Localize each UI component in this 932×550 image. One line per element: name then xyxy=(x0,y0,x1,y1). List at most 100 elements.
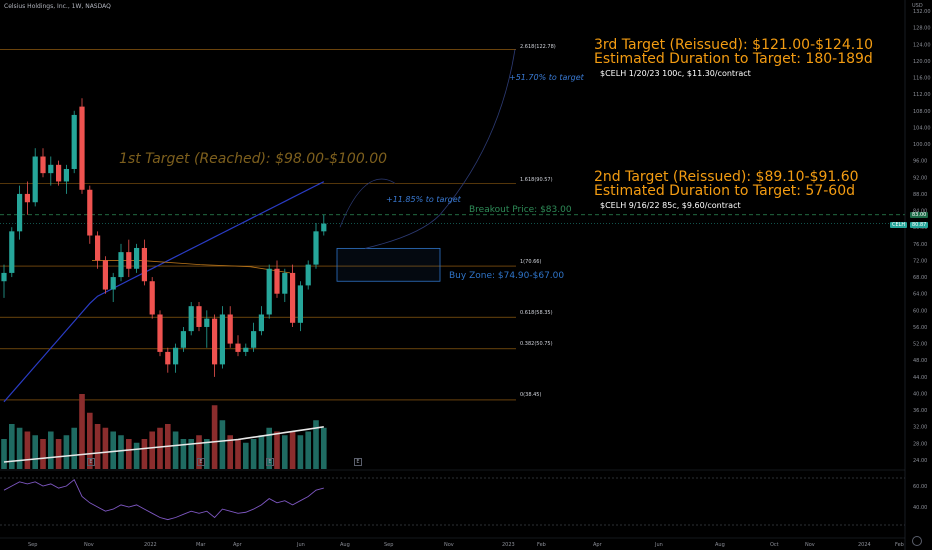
settings-gear-icon[interactable] xyxy=(912,536,922,546)
volume-bar xyxy=(188,439,194,469)
y-axis-tick: 116.00 xyxy=(913,76,931,82)
ma-blue-line xyxy=(3,181,325,403)
y-axis-tick: 108.00 xyxy=(913,109,931,115)
target2-line2: Estimated Duration to Target: 57-60d xyxy=(594,183,855,199)
candle-body xyxy=(196,306,202,327)
candle-body xyxy=(212,318,218,365)
rsi-tick: 60.00 xyxy=(913,484,927,490)
volume-bar xyxy=(157,427,163,469)
volume-bar xyxy=(219,420,226,469)
volume-bar xyxy=(48,431,54,469)
symbol-title[interactable]: Celsius Holdings, Inc., 1W, NASDAQ xyxy=(4,3,111,10)
volume-bar xyxy=(71,427,77,469)
x-axis-tick: Jun xyxy=(296,542,305,548)
symbol-tag: CELH xyxy=(890,222,908,228)
y-axis-tick: 60.00 xyxy=(913,308,927,314)
candle-body xyxy=(173,347,179,365)
candle-body xyxy=(134,247,140,269)
currency-label: USD xyxy=(912,3,923,9)
candlesticks xyxy=(1,98,327,377)
x-axis-tick: 2023 xyxy=(502,542,515,548)
volume-bar xyxy=(313,420,319,469)
candle-body xyxy=(17,193,23,232)
volume-bar xyxy=(250,439,257,469)
volume-bar xyxy=(282,435,288,469)
candle-body xyxy=(24,193,30,203)
candle-body xyxy=(48,164,54,174)
volume-bar xyxy=(55,439,62,469)
volume-bar xyxy=(204,439,210,469)
y-axis-tick: 28.00 xyxy=(913,441,927,447)
x-axis-tick: Aug xyxy=(715,542,725,548)
candle-body xyxy=(165,351,171,365)
volume-bar xyxy=(94,424,101,469)
target3-line2: Estimated Duration to Target: 180-189d xyxy=(594,51,873,67)
rsi-panel: 60.00 40.00 xyxy=(0,469,927,526)
rsi-tick: 40.00 xyxy=(913,505,927,511)
volume-bar xyxy=(133,442,140,469)
x-axis-tick: Oct xyxy=(770,542,779,548)
x-axis-tick: Feb xyxy=(895,542,904,548)
y-axis-tick: 112.00 xyxy=(913,92,931,98)
candle-body xyxy=(1,272,7,282)
volume-bar xyxy=(227,435,233,469)
candle-body xyxy=(110,277,116,290)
volume-bar xyxy=(266,427,272,469)
candle-body xyxy=(118,252,124,278)
candle-body xyxy=(32,156,38,203)
candle-body xyxy=(87,189,93,236)
chart-overlays xyxy=(336,49,516,282)
y-axis-tick: 92.00 xyxy=(913,175,927,181)
x-axis-tick: Nov xyxy=(805,542,815,548)
candle-body xyxy=(235,343,241,352)
ma-orange-line xyxy=(92,260,291,274)
last-price-tag: 80.87 xyxy=(910,222,929,228)
candle-body xyxy=(188,306,194,332)
earnings-marker-icon[interactable]: E xyxy=(197,458,205,466)
candle-body xyxy=(305,264,311,286)
candle-body xyxy=(274,268,280,294)
y-axis-tick: 132.00 xyxy=(913,9,931,15)
candle-body xyxy=(258,314,264,332)
candle-body xyxy=(243,347,249,352)
volume-bar xyxy=(274,431,280,469)
pct-to-3rd-target: +51.70% to target xyxy=(509,73,584,82)
volume-bar xyxy=(87,412,93,469)
candle-body xyxy=(95,235,101,261)
earnings-marker-icon[interactable]: E xyxy=(266,458,274,466)
target3-line1: 3rd Target (Reissued): $121.00-$124.10 xyxy=(594,37,874,53)
y-axis-tick: 104.00 xyxy=(913,125,931,131)
x-axis-tick: Apr xyxy=(233,542,243,548)
candle-body xyxy=(290,272,296,323)
earnings-marker-icon[interactable]: E xyxy=(87,458,95,466)
projection-3rd-curve xyxy=(364,49,516,249)
volume-bar xyxy=(110,431,116,469)
x-axis-tick: Feb xyxy=(537,542,546,548)
y-axis-tick: 24.00 xyxy=(913,458,927,464)
candle-body xyxy=(9,231,15,273)
fib-label-2618: 2.618(122.78) xyxy=(520,44,556,50)
volume-bar xyxy=(16,427,23,469)
volume-bar xyxy=(24,431,31,469)
volume-bar xyxy=(1,439,7,469)
candle-body xyxy=(321,223,327,232)
earnings-marker-icon[interactable]: E xyxy=(354,458,362,466)
fib-label-1618: 1.618(90.57) xyxy=(520,177,553,183)
candle-body xyxy=(251,331,257,348)
y-axis-tick: 40.00 xyxy=(913,391,927,397)
moving-averages xyxy=(3,181,325,463)
x-axis-tick: Sep xyxy=(28,542,37,548)
volume-bar xyxy=(172,431,179,469)
volume-bar xyxy=(289,431,296,469)
y-axis-tick: 72.00 xyxy=(913,258,927,264)
candle-body xyxy=(79,106,85,190)
fib-label-0382: 0.382(50.75) xyxy=(520,341,553,347)
volume-bar xyxy=(126,439,132,469)
fib-label-0: 0(38.45) xyxy=(520,392,542,398)
fib-label-0618: 0.618(58.35) xyxy=(520,310,553,316)
candle-body xyxy=(180,331,186,348)
volume-bar xyxy=(149,431,155,469)
y-axis-tick: 96.00 xyxy=(913,159,927,165)
